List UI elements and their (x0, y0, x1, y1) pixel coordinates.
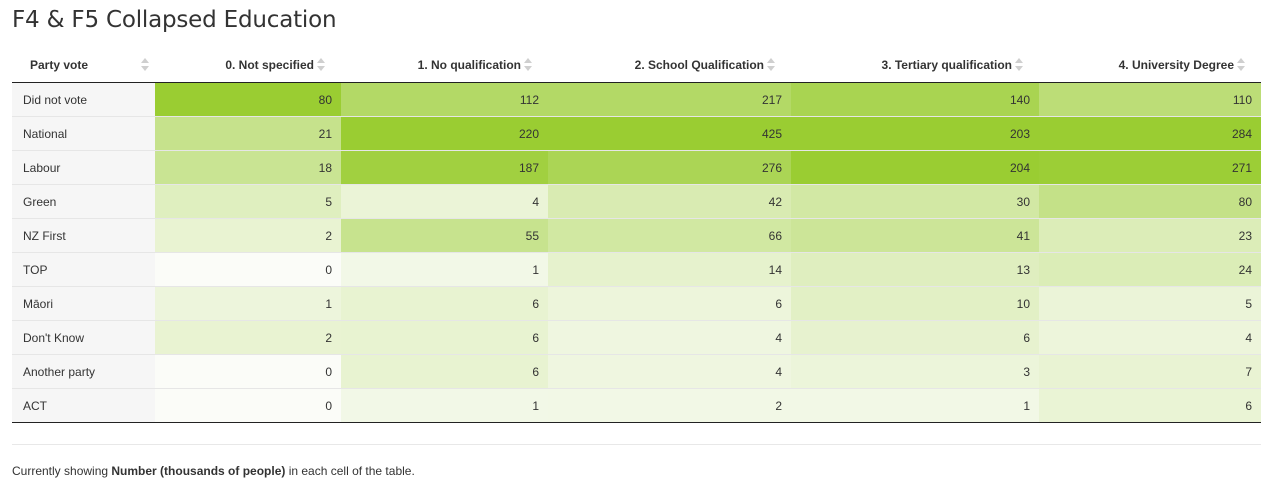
heat-cell: 30 (791, 184, 1039, 219)
heat-cell: 4 (1039, 320, 1261, 355)
table-body: Did not vote 80 112 217 140 110 National 21 220 4… (12, 82, 1261, 423)
sort-icon[interactable] (1237, 58, 1245, 72)
heat-cell: 13 (791, 252, 1039, 287)
column-header-4[interactable]: 4. University Degree (1039, 48, 1261, 83)
row-label: Don't Know (12, 320, 155, 355)
heat-cell: 187 (341, 150, 548, 185)
row-label: TOP (12, 252, 155, 287)
footer-suffix: in each cell of the table. (285, 464, 415, 478)
heat-cell: 6 (341, 320, 548, 355)
row-label: Labour (12, 150, 155, 185)
column-header-1[interactable]: 1. No qualification (341, 48, 548, 83)
heat-cell: 271 (1039, 150, 1261, 185)
table-row: NZ First 2 55 66 41 23 (12, 218, 1261, 253)
sort-icon[interactable] (767, 58, 775, 72)
heat-cell: 3 (791, 354, 1039, 389)
row-label: Māori (12, 286, 155, 321)
header-row: Party vote 0. Not specified 1. No qualifi… (12, 48, 1261, 83)
footer-measure: Number (thousands of people) (111, 464, 286, 478)
heat-cell: 80 (155, 82, 341, 117)
heat-cell: 23 (1039, 218, 1261, 253)
heat-cell: 204 (791, 150, 1039, 185)
heat-cell: 4 (548, 320, 791, 355)
column-header-0[interactable]: 0. Not specified (155, 48, 341, 83)
heat-cell: 0 (155, 388, 341, 423)
table-row: Labour 18 187 276 204 271 (12, 150, 1261, 185)
sort-icon[interactable] (141, 58, 149, 72)
row-label: National (12, 116, 155, 151)
column-header-party-vote[interactable]: Party vote (12, 48, 155, 83)
heat-cell: 2 (548, 388, 791, 423)
heat-cell: 55 (341, 218, 548, 253)
heat-cell: 140 (791, 82, 1039, 117)
heat-cell: 5 (1039, 286, 1261, 321)
column-header-label: 4. University Degree (1118, 57, 1234, 72)
heat-cell: 5 (155, 184, 341, 219)
heat-cell: 41 (791, 218, 1039, 253)
heat-cell: 10 (791, 286, 1039, 321)
heat-cell: 0 (155, 252, 341, 287)
heat-cell: 1 (791, 388, 1039, 423)
table-row: National 21 220 425 203 284 (12, 116, 1261, 151)
heat-cell: 112 (341, 82, 548, 117)
heat-cell: 7 (1039, 354, 1261, 389)
heat-cell: 276 (548, 150, 791, 185)
table-row: ACT 0 1 2 1 6 (12, 388, 1261, 423)
heat-cell: 4 (548, 354, 791, 389)
heat-cell: 2 (155, 218, 341, 253)
row-label: Did not vote (12, 82, 155, 117)
sort-icon[interactable] (524, 58, 532, 72)
heat-cell: 24 (1039, 252, 1261, 287)
heat-cell: 4 (341, 184, 548, 219)
column-header-label: 2. School Qualification (634, 57, 764, 72)
heat-cell: 6 (791, 320, 1039, 355)
table-row: Green 5 4 42 30 80 (12, 184, 1261, 219)
heat-cell: 6 (341, 354, 548, 389)
heat-cell: 1 (341, 252, 548, 287)
heat-cell: 217 (548, 82, 791, 117)
table-row: Another party 0 6 4 3 7 (12, 354, 1261, 389)
column-header-label: 1. No qualification (417, 57, 521, 72)
heat-cell: 66 (548, 218, 791, 253)
heat-cell: 110 (1039, 82, 1261, 117)
row-label: Another party (12, 354, 155, 389)
heat-cell: 2 (155, 320, 341, 355)
column-header-label: Party vote (30, 58, 89, 72)
row-label: ACT (12, 388, 155, 423)
heat-cell: 1 (341, 388, 548, 423)
heat-cell: 0 (155, 354, 341, 389)
page-title: F4 & F5 Collapsed Education (12, 7, 337, 33)
sort-icon[interactable] (317, 58, 325, 72)
column-header-3[interactable]: 3. Tertiary qualification (791, 48, 1039, 83)
heat-cell: 425 (548, 116, 791, 151)
heat-cell: 220 (341, 116, 548, 151)
table-row: TOP 0 1 14 13 24 (12, 252, 1261, 287)
heat-cell: 203 (791, 116, 1039, 151)
table-row: Don't Know 2 6 4 6 4 (12, 320, 1261, 355)
heat-cell: 6 (1039, 388, 1261, 423)
heat-cell: 14 (548, 252, 791, 287)
divider (12, 444, 1261, 445)
footer-prefix: Currently showing (12, 464, 112, 478)
heat-cell: 21 (155, 116, 341, 151)
column-header-2[interactable]: 2. School Qualification (548, 48, 791, 83)
heat-cell: 1 (155, 286, 341, 321)
heat-cell: 6 (548, 286, 791, 321)
column-header-label: 0. Not specified (225, 57, 314, 72)
footer-note: Currently showing Number (thousands of p… (12, 464, 415, 478)
heat-cell: 80 (1039, 184, 1261, 219)
heat-cell: 284 (1039, 116, 1261, 151)
row-label: Green (12, 184, 155, 219)
heat-cell: 42 (548, 184, 791, 219)
sort-icon[interactable] (1015, 58, 1023, 72)
heat-cell: 6 (341, 286, 548, 321)
table-header: Party vote 0. Not specified 1. No qualifi… (12, 48, 1261, 83)
crosstab-table: Party vote 0. Not specified 1. No qualifi… (12, 48, 1261, 423)
heat-cell: 18 (155, 150, 341, 185)
table-row: Did not vote 80 112 217 140 110 (12, 82, 1261, 117)
table-row: Māori 1 6 6 10 5 (12, 286, 1261, 321)
row-label: NZ First (12, 218, 155, 253)
column-header-label: 3. Tertiary qualification (881, 57, 1012, 72)
